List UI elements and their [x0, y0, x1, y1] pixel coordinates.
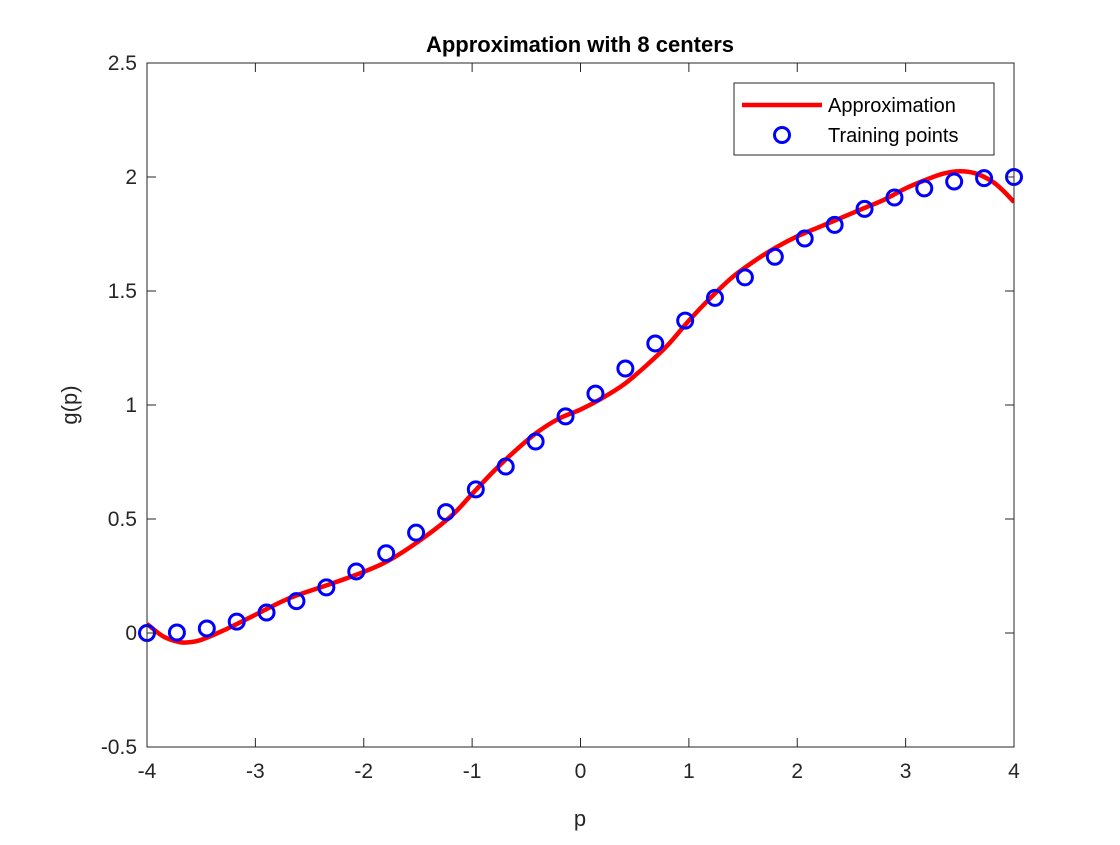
training-point [586, 384, 605, 403]
training-point [945, 172, 964, 191]
training-point [197, 619, 216, 638]
training-point [705, 288, 724, 307]
training-point [227, 612, 246, 631]
training-point [556, 407, 575, 426]
legend-label: Approximation [828, 95, 956, 117]
training-point [437, 503, 456, 522]
x-tick-label: -4 [138, 760, 157, 783]
legend-marker-swatch [773, 126, 791, 144]
training-point [855, 199, 874, 218]
x-tick-label: 1 [683, 760, 695, 783]
x-tick-label: 0 [575, 760, 587, 783]
y-tick-label: 0 [125, 622, 137, 645]
training-point [526, 432, 545, 451]
training-point [885, 188, 904, 207]
legend-box [733, 82, 995, 156]
plot-background [147, 63, 1014, 747]
y-tick-label: 0.5 [108, 508, 137, 531]
training-point [975, 169, 994, 188]
training-point [825, 215, 844, 234]
y-tick-label: 1 [125, 394, 137, 417]
plot-area [147, 63, 1014, 747]
training-point [915, 179, 934, 198]
series-markers-2 [138, 168, 1023, 642]
training-point [407, 523, 426, 542]
x-tick-label: -1 [463, 760, 482, 783]
series-line-1 [147, 169, 1014, 645]
legend: Approximation Training points [733, 82, 995, 156]
training-point [735, 268, 754, 287]
y-tick-label: 2 [125, 166, 137, 189]
training-point [676, 311, 695, 330]
x-tick-label: 2 [791, 760, 803, 783]
training-point [496, 457, 515, 476]
legend-label: Training points [828, 125, 958, 147]
ticks: -4 -3 -2 -1 0 1 2 3 4 -0.5 0 0.5 1 1.5 2 2.5 [101, 52, 1020, 783]
y-tick-label: 2.5 [108, 52, 137, 75]
x-tick-label: 3 [900, 760, 912, 783]
training-point [466, 480, 485, 499]
y-tick-label: 1.5 [108, 280, 137, 303]
x-tick-label: 4 [1008, 760, 1020, 783]
training-point [287, 592, 306, 611]
y-axis-label: g(p) [57, 385, 82, 424]
x-tick-label: -3 [246, 760, 265, 783]
y-tick-label: -0.5 [101, 736, 137, 759]
training-point [795, 229, 814, 248]
training-point [616, 359, 635, 378]
training-point [646, 334, 665, 353]
x-tick-label: -2 [354, 760, 373, 783]
training-point [317, 578, 336, 597]
training-point [167, 623, 186, 642]
training-point [257, 603, 276, 622]
training-point [765, 247, 784, 266]
training-point [347, 562, 366, 581]
series-layer [138, 168, 1023, 645]
training-point [377, 544, 396, 563]
x-axis-label: p [574, 806, 586, 831]
chart-title: Approximation with 8 centers [426, 32, 734, 57]
